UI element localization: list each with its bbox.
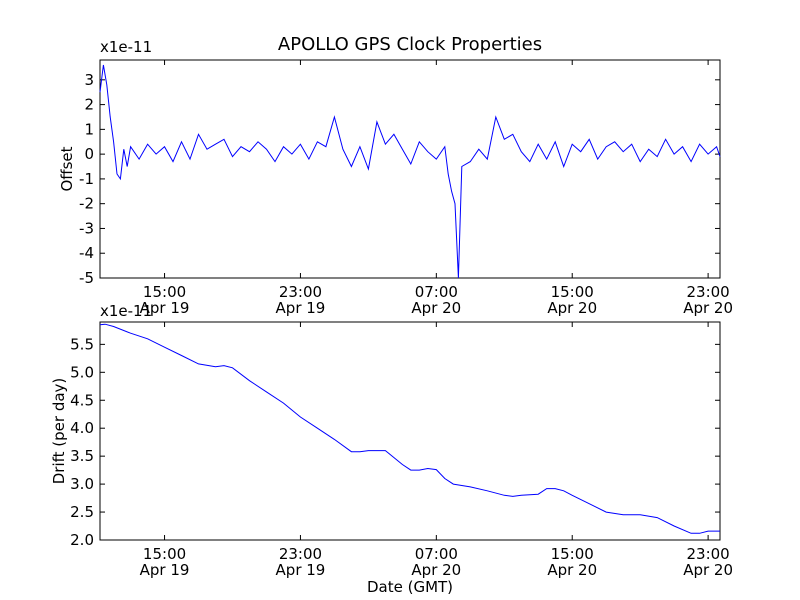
drift-xtick-date-label: Apr 19	[140, 561, 190, 579]
offset-xtick-time-label: 23:00	[686, 283, 729, 301]
offset-ytick-label: -4	[79, 244, 94, 262]
offset-multiplier-label: x1e-11	[100, 38, 152, 56]
drift-ytick-label: 3.5	[70, 447, 94, 465]
offset-xtick-date-label: Apr 19	[276, 299, 326, 317]
figure-title: APOLLO GPS Clock Properties	[278, 34, 542, 55]
drift-xtick-date-label: Apr 20	[683, 561, 733, 579]
drift-y-axis-label: Drift (per day)	[50, 378, 68, 485]
drift-y-ticks: 5.5 5.0 4.5 4.0 3.5 3.0 2.5 2.0	[70, 335, 720, 549]
drift-xtick-time-label: 23:00	[279, 545, 322, 563]
drift-ytick-label: 4.0	[70, 419, 94, 437]
drift-xtick-time-label: 15:00	[551, 545, 594, 563]
drift-multiplier-label: x1e-11	[100, 302, 152, 320]
offset-xtick-date-label: Apr 20	[547, 299, 597, 317]
offset-ytick-label: 1	[84, 120, 94, 138]
drift-ytick-label: 5.0	[70, 363, 94, 381]
offset-xtick-time-label: 23:00	[279, 283, 322, 301]
drift-xtick-time-label: 23:00	[686, 545, 729, 563]
offset-ytick-label: 0	[84, 145, 94, 163]
offset-y-axis-label: Offset	[58, 146, 76, 191]
offset-plot-frame	[99, 59, 721, 279]
drift-ytick-label: 5.5	[70, 335, 94, 353]
drift-plot-frame	[99, 321, 721, 541]
offset-xtick-time-label: 15:00	[143, 283, 186, 301]
drift-xtick-date-label: Apr 20	[411, 561, 461, 579]
drift-xtick-time-label: 15:00	[143, 545, 186, 563]
offset-ytick-label: -5	[79, 269, 94, 287]
drift-xtick-date-label: Apr 20	[547, 561, 597, 579]
offset-xtick-date-label: Apr 19	[140, 299, 190, 317]
offset-ytick-label: -3	[79, 219, 94, 237]
offset-series-line	[99, 64, 721, 279]
drift-series-line	[99, 323, 720, 534]
offset-xtick-time-label: 07:00	[415, 283, 458, 301]
offset-xtick-date-label: Apr 20	[411, 299, 461, 317]
offset-xtick-time-label: 15:00	[551, 283, 594, 301]
drift-ytick-label: 4.5	[70, 391, 94, 409]
drift-xtick-date-label: Apr 19	[276, 561, 326, 579]
drift-ytick-label: 2.5	[70, 503, 94, 521]
offset-ytick-label: 2	[84, 96, 94, 114]
offset-xtick-date-label: Apr 20	[683, 299, 733, 317]
offset-ytick-label: 3	[84, 71, 94, 89]
offset-y-ticks: 3 2 1 0 -1 -2 -3 -4 -5	[79, 71, 720, 287]
drift-ytick-label: 3.0	[70, 475, 94, 493]
offset-ytick-label: -1	[79, 170, 94, 188]
drift-panel: x1e-11 Drift (per day) Date (GMT) 5.5 5.0…	[50, 302, 733, 596]
drift-xtick-time-label: 07:00	[415, 545, 458, 563]
drift-x-axis-label: Date (GMT)	[367, 578, 453, 596]
drift-ytick-label: 2.0	[70, 531, 94, 549]
offset-ytick-label: -2	[79, 195, 94, 213]
